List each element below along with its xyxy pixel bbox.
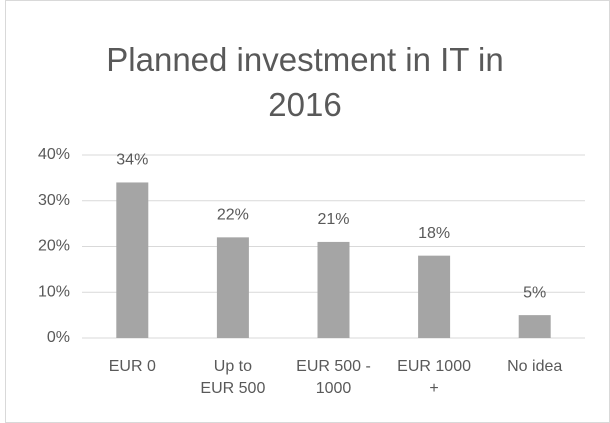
x-tick-label: EUR 0: [108, 358, 156, 375]
data-label: 22%: [217, 207, 249, 224]
y-tick-label: 0%: [47, 329, 70, 346]
x-tick-label: EUR 1000 +: [397, 358, 471, 398]
data-label: 21%: [317, 211, 349, 228]
bar: [317, 241, 350, 338]
bar: [518, 315, 551, 338]
bar: [116, 182, 149, 338]
x-tick-label: EUR 500 - 1000: [296, 358, 371, 398]
data-label: 34%: [116, 152, 148, 169]
chart-title: Planned investment in IT in 2016: [106, 41, 504, 123]
bar: [216, 237, 249, 338]
x-tick-label: Up to EUR 500: [200, 358, 266, 398]
data-label: 5%: [523, 284, 546, 301]
bar: [418, 255, 451, 338]
data-label: 18%: [418, 225, 450, 242]
y-tick-label: 30%: [38, 192, 70, 209]
y-tick-label: 20%: [38, 238, 70, 255]
y-tick-label: 40%: [38, 146, 70, 163]
x-tick-label: No idea: [507, 358, 563, 375]
y-tick-label: 10%: [38, 283, 70, 300]
